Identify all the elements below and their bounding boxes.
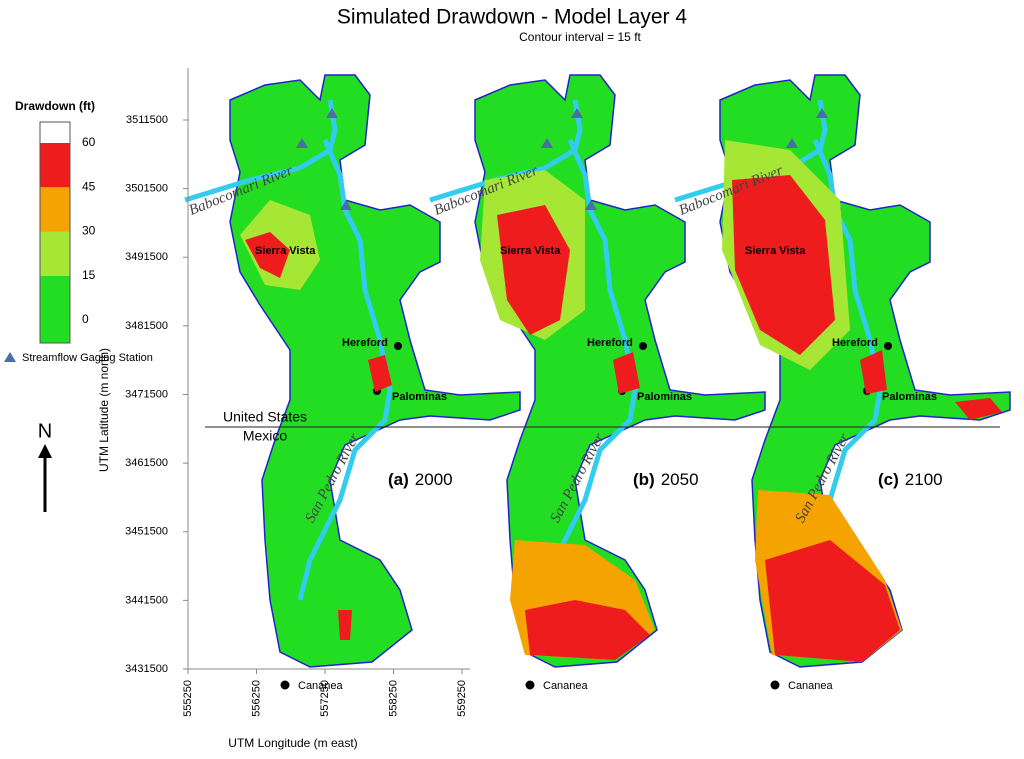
legend-swatch: [40, 231, 70, 276]
y-tick-label: 3491500: [125, 251, 168, 263]
place-label: Palominas: [392, 391, 447, 403]
place-label: Hereford: [587, 337, 633, 349]
x-tick-label: 558250: [387, 680, 399, 717]
x-tick-label: 559250: [456, 680, 468, 717]
panel-year: 2050: [661, 470, 699, 489]
panel-c: [675, 75, 1010, 690]
panel-letter: (a): [388, 470, 409, 489]
x-axis-label: UTM Longitude (m east): [228, 736, 357, 750]
legend-title: Drawdown (ft): [15, 99, 95, 113]
border-south: Mexico: [243, 428, 288, 444]
y-tick-label: 3511500: [126, 114, 168, 126]
place-label: Cananea: [543, 680, 589, 692]
place-label: Sierra Vista: [255, 245, 316, 257]
legend-label: 0: [82, 312, 89, 326]
place-label: Cananea: [298, 680, 344, 692]
panel-label: (c) 2100: [878, 470, 943, 489]
legend-label: 45: [82, 179, 96, 193]
panel-b: [430, 75, 765, 690]
y-tick-label: 3481500: [125, 320, 168, 332]
panel-year: 2000: [415, 470, 453, 489]
x-tick-label: 557250: [319, 680, 331, 717]
panel-year: 2100: [905, 470, 943, 489]
place-label: Cananea: [788, 680, 834, 692]
y-tick-label: 3451500: [125, 526, 168, 538]
place-label: Palominas: [882, 391, 937, 403]
station-symbol: [4, 352, 16, 362]
y-tick-label: 3501500: [125, 183, 168, 195]
panel-label: (b) 2050: [633, 470, 699, 489]
legend-label: 15: [82, 268, 96, 282]
legend-swatch: [40, 275, 70, 343]
place-label: Sierra Vista: [745, 245, 806, 257]
x-tick-label: 556250: [250, 680, 262, 717]
legend-label: 30: [82, 224, 96, 238]
title: Simulated Drawdown - Model Layer 4: [337, 6, 687, 29]
y-tick-label: 3461500: [125, 457, 168, 469]
y-tick-label: 3431500: [125, 663, 168, 675]
legend-swatch: [40, 187, 70, 232]
y-tick-label: 3471500: [125, 388, 168, 400]
station-label: Streamflow Gaging Station: [22, 352, 153, 364]
place-label: Palominas: [637, 391, 692, 403]
panel-label: (a) 2000: [388, 470, 453, 489]
legend-swatch: [40, 143, 70, 188]
north-label: N: [38, 420, 52, 442]
panel-letter: (c): [878, 470, 899, 489]
place-label: Hereford: [832, 337, 878, 349]
border-north: United States: [223, 409, 307, 425]
y-axis-label: UTM Latitude (m north): [97, 348, 111, 472]
place-label: Sierra Vista: [500, 245, 561, 257]
panel-a: [185, 75, 520, 690]
north-arrow-head: [38, 444, 52, 458]
legend-frame: [39, 121, 71, 344]
legend-label: 60: [82, 135, 96, 149]
place-label: Hereford: [342, 337, 388, 349]
panel-letter: (b): [633, 470, 655, 489]
subtitle: Contour interval = 15 ft: [519, 30, 641, 44]
y-tick-label: 3441500: [125, 594, 168, 606]
x-tick-label: 555250: [182, 680, 194, 717]
